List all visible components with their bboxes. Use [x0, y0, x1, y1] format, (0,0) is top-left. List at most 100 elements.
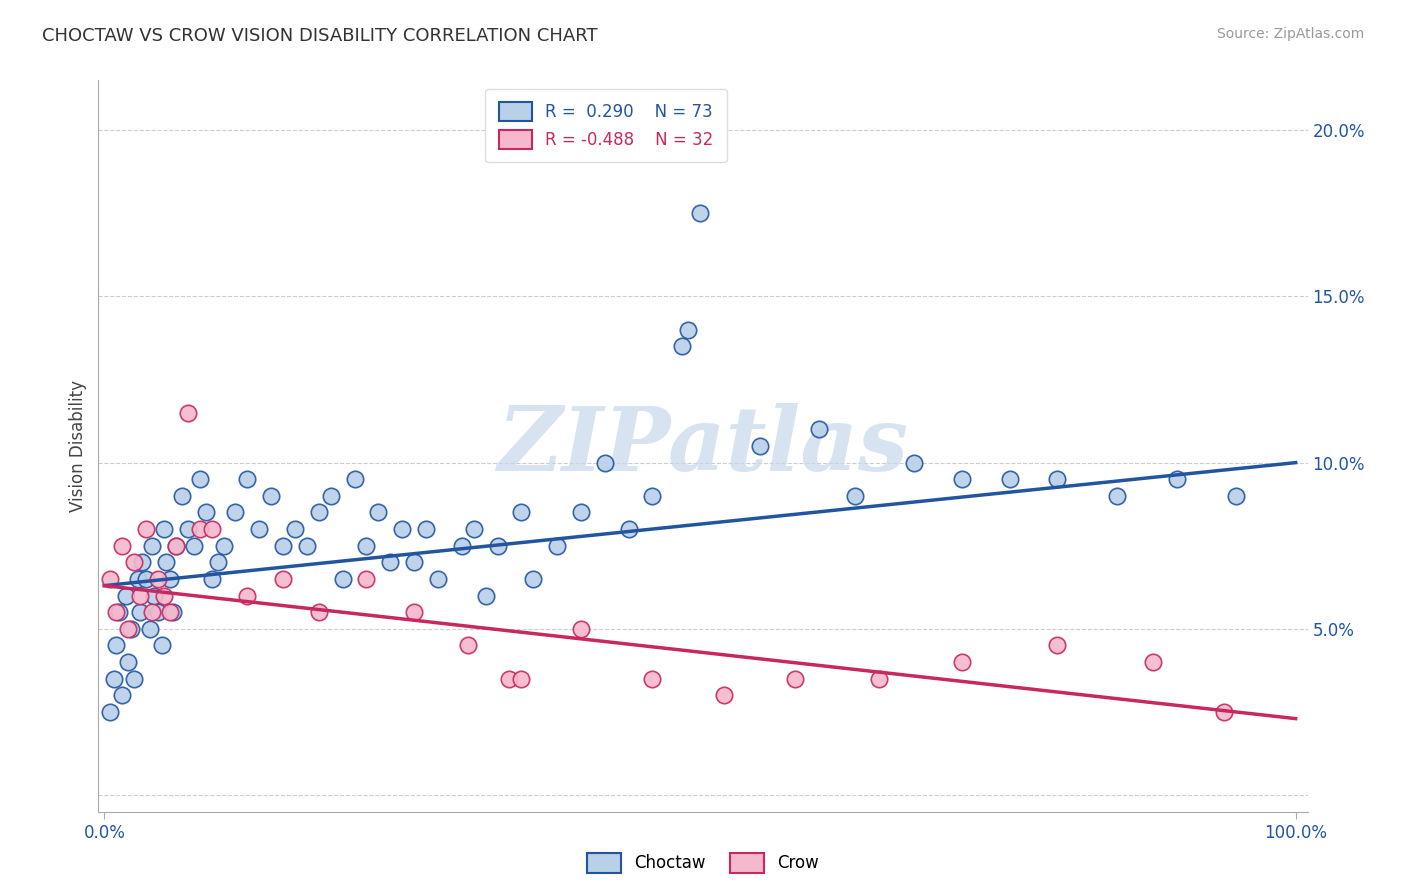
Point: [135, 522, 157, 536]
Point: [153, 522, 176, 536]
Point: [188, 472, 211, 486]
Point: [146, 572, 169, 586]
Point: [284, 522, 307, 536]
Point: [950, 472, 973, 486]
Point: [641, 672, 664, 686]
Point: [143, 589, 166, 603]
Point: [103, 672, 125, 686]
Point: [207, 555, 229, 569]
Point: [808, 422, 831, 436]
Point: [903, 456, 925, 470]
Point: [450, 539, 472, 553]
Point: [200, 572, 222, 586]
Text: Source: ZipAtlas.com: Source: ZipAtlas.com: [1216, 27, 1364, 41]
Point: [689, 206, 711, 220]
Point: [247, 522, 270, 536]
Point: [463, 522, 485, 536]
Point: [569, 622, 592, 636]
Point: [1225, 489, 1247, 503]
Point: [998, 472, 1021, 486]
Point: [117, 622, 139, 636]
Point: [486, 539, 509, 553]
Point: [457, 639, 479, 653]
Point: [260, 489, 283, 503]
Point: [236, 589, 259, 603]
Point: [593, 456, 616, 470]
Point: [546, 539, 568, 553]
Point: [308, 506, 330, 520]
Point: [183, 539, 205, 553]
Point: [356, 539, 378, 553]
Point: [356, 572, 378, 586]
Point: [135, 572, 157, 586]
Point: [1166, 472, 1188, 486]
Point: [170, 489, 193, 503]
Point: [713, 689, 735, 703]
Point: [111, 539, 134, 553]
Point: [236, 472, 259, 486]
Point: [159, 605, 181, 619]
Point: [474, 589, 496, 603]
Point: [844, 489, 866, 503]
Point: [138, 622, 160, 636]
Point: [522, 572, 544, 586]
Point: [498, 672, 520, 686]
Point: [129, 589, 152, 603]
Point: [120, 622, 142, 636]
Text: CHOCTAW VS CROW VISION DISABILITY CORRELATION CHART: CHOCTAW VS CROW VISION DISABILITY CORREL…: [42, 27, 598, 45]
Point: [129, 605, 152, 619]
Point: [676, 323, 699, 337]
Point: [146, 605, 169, 619]
Point: [868, 672, 890, 686]
Point: [785, 672, 807, 686]
Point: [367, 506, 389, 520]
Point: [162, 605, 184, 619]
Point: [177, 406, 200, 420]
Point: [391, 522, 413, 536]
Legend: Choctaw, Crow: Choctaw, Crow: [581, 847, 825, 880]
Point: [1213, 705, 1236, 719]
Point: [153, 589, 176, 603]
Point: [114, 589, 136, 603]
Point: [271, 572, 294, 586]
Point: [426, 572, 449, 586]
Point: [177, 522, 200, 536]
Point: [127, 572, 149, 586]
Point: [224, 506, 246, 520]
Point: [165, 539, 187, 553]
Point: [748, 439, 770, 453]
Point: [122, 672, 145, 686]
Point: [404, 555, 426, 569]
Point: [380, 555, 402, 569]
Point: [295, 539, 318, 553]
Point: [404, 605, 426, 619]
Point: [98, 572, 121, 586]
Point: [343, 472, 366, 486]
Point: [105, 639, 128, 653]
Point: [271, 539, 294, 553]
Y-axis label: Vision Disability: Vision Disability: [69, 380, 87, 512]
Point: [105, 605, 128, 619]
Point: [107, 605, 129, 619]
Point: [1142, 655, 1164, 669]
Point: [141, 539, 163, 553]
Point: [319, 489, 342, 503]
Point: [950, 655, 973, 669]
Point: [165, 539, 187, 553]
Point: [510, 672, 533, 686]
Point: [671, 339, 693, 353]
Point: [510, 506, 533, 520]
Point: [332, 572, 354, 586]
Point: [617, 522, 640, 536]
Point: [98, 705, 121, 719]
Legend: R =  0.290    N = 73, R = -0.488    N = 32: R = 0.290 N = 73, R = -0.488 N = 32: [485, 88, 727, 162]
Point: [188, 522, 211, 536]
Point: [1105, 489, 1128, 503]
Point: [150, 639, 173, 653]
Point: [155, 555, 177, 569]
Point: [308, 605, 330, 619]
Point: [1046, 639, 1069, 653]
Text: ZIPatlas: ZIPatlas: [498, 403, 908, 489]
Point: [141, 605, 163, 619]
Point: [212, 539, 235, 553]
